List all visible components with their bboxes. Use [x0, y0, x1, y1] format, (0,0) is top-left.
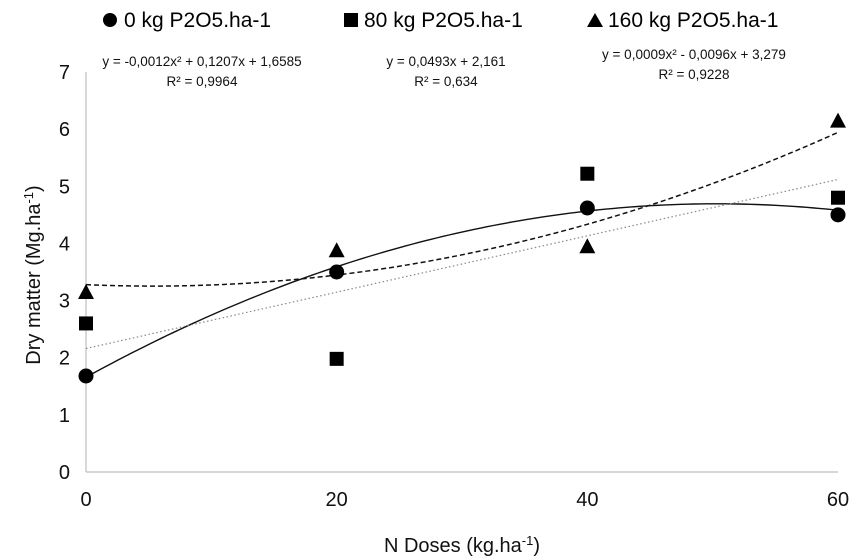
legend-label-160: 160 kg P2O5.ha-1: [608, 9, 778, 32]
point-series-0-x0: [78, 368, 94, 384]
trend-equations: y = -0,0012x² + 0,1207x + 1,6585 R² = 0,…: [102, 47, 786, 89]
y-tick-label: 0: [59, 462, 70, 484]
legend-label-0: 0 kg P2O5.ha-1: [124, 9, 271, 32]
y-tick-label: 2: [59, 348, 70, 370]
equation-80: y = 0,0493x + 2,161: [386, 54, 505, 69]
y-tick-label: 5: [59, 176, 70, 198]
x-tick-label: 20: [326, 489, 348, 511]
y-tick-label: 3: [59, 291, 70, 313]
trendlines: [85, 131, 839, 378]
equation-0: y = -0,0012x² + 0,1207x + 1,6585: [102, 54, 301, 69]
point-series-0-x60: [830, 207, 846, 223]
legend: 0 kg P2O5.ha-1 80 kg P2O5.ha-1 160 kg P2…: [103, 9, 778, 32]
x-tick-label: 40: [576, 489, 598, 511]
legend-label-80: 80 kg P2O5.ha-1: [364, 9, 523, 32]
y-axis-title: Dry matter (Mg.ha-1): [21, 185, 46, 364]
legend-marker-square: [344, 13, 358, 27]
point-series-2-x40: [579, 238, 596, 254]
r2-80: R² = 0,634: [414, 74, 478, 89]
point-series-0-x20: [329, 264, 345, 280]
trendline-series-1: [85, 178, 839, 350]
y-tick-label: 4: [59, 233, 70, 255]
y-tick-label: 1: [59, 405, 70, 427]
trendline-series-2: [85, 131, 839, 287]
r2-160: R² = 0,9228: [659, 67, 730, 82]
x-tick-label: 0: [80, 489, 91, 511]
point-series-1-x60: [831, 190, 845, 205]
legend-marker-triangle: [587, 13, 603, 27]
tick-labels: 0 20 40 60 0 1 2 3 4 5 6 7: [59, 62, 849, 511]
x-tick-label: 60: [827, 489, 849, 511]
data-points: [78, 112, 846, 384]
point-series-1-x40: [580, 166, 595, 181]
r2-0: R² = 0,9964: [167, 74, 238, 89]
trendline-series-0: [85, 203, 839, 378]
axes: [85, 72, 838, 473]
y-tick-label: 7: [59, 62, 70, 84]
legend-marker-circle: [103, 13, 117, 27]
point-series-2-x20: [328, 242, 345, 258]
point-series-2-x60: [830, 112, 846, 128]
y-tick-label: 6: [59, 119, 70, 141]
x-axis-title: N Doses (kg.ha-1): [384, 533, 540, 557]
point-series-1-x0: [79, 316, 93, 331]
point-series-2-x0: [78, 284, 94, 299]
point-series-1-x20: [329, 351, 344, 366]
equation-160: y = 0,0009x² - 0,0096x + 3,279: [602, 47, 786, 62]
point-series-0-x40: [579, 200, 595, 216]
